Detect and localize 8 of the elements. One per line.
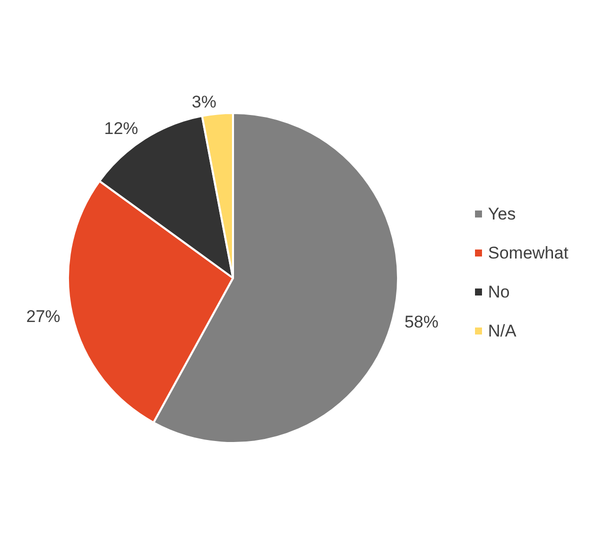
legend-label: Yes: [488, 204, 516, 224]
legend-label: N/A: [488, 322, 517, 340]
data-label: 12%: [104, 119, 138, 138]
data-label: 27%: [26, 307, 60, 326]
data-label: 3%: [192, 92, 216, 112]
legend-label: Somewhat: [488, 244, 569, 262]
data-label: 58%: [404, 312, 438, 332]
legend-label: No: [488, 282, 510, 302]
